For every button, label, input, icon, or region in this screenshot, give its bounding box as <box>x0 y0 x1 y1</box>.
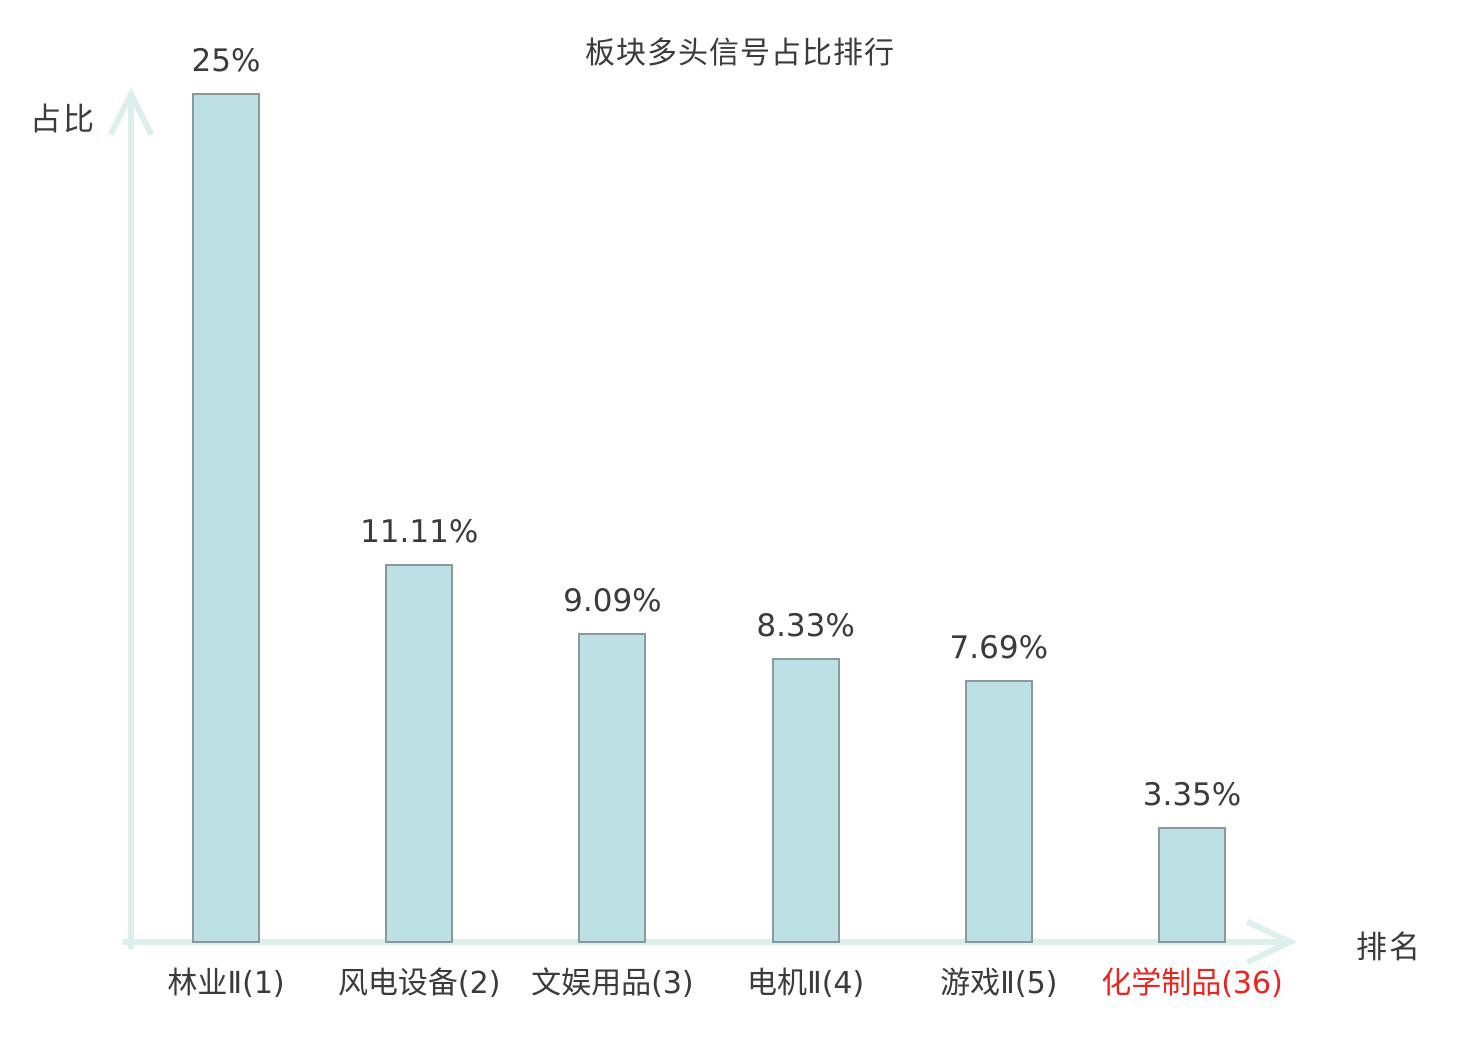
category-label: 游戏Ⅱ(5) <box>940 966 1058 1001</box>
bar-value-label: 11.11% <box>360 514 479 551</box>
bar-value-label: 25% <box>191 43 261 79</box>
bar-value-label: 7.69% <box>949 630 1049 667</box>
bar <box>192 93 260 943</box>
category-label: 电机Ⅱ(4) <box>746 966 865 1001</box>
category-label: 文娱用品(3) <box>531 966 694 1001</box>
x-axis-arrow <box>123 919 1297 965</box>
bar <box>964 680 1033 943</box>
category-label: 林业Ⅱ(1) <box>167 966 285 1001</box>
category-label: 化学制品(36) <box>1101 966 1283 1001</box>
x-axis-label: 排名 <box>1356 930 1422 966</box>
bar <box>578 632 647 943</box>
category-label: 风电设备(2) <box>337 966 501 1001</box>
bar-value-label: 3.35% <box>1142 777 1242 814</box>
bar-value-label: 9.09% <box>563 582 662 619</box>
bar <box>771 658 840 943</box>
bar <box>385 564 454 943</box>
y-axis-arrow <box>107 87 155 949</box>
chart-title: 板块多头信号占比排行 <box>585 36 895 71</box>
bar-value-label: 8.33% <box>756 608 855 645</box>
y-axis-label: 占比 <box>30 102 96 138</box>
bar <box>1158 827 1226 943</box>
